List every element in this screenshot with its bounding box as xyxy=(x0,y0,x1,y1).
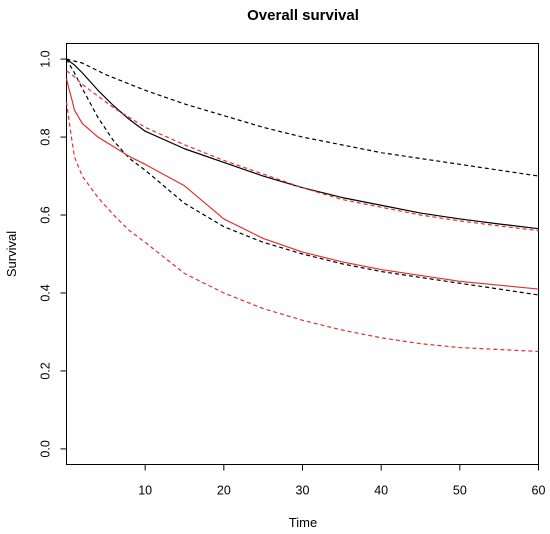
x-tick-label: 30 xyxy=(296,484,310,498)
y-tick-label: 0.4 xyxy=(39,284,53,301)
x-tick-label: 50 xyxy=(453,484,467,498)
y-tick-label: 0.8 xyxy=(39,128,53,145)
series-layer xyxy=(65,58,539,353)
y-axis-label: Survival xyxy=(4,231,19,277)
x-axis-label: Time xyxy=(289,515,317,530)
series-line-1 xyxy=(66,58,539,230)
y-tick-label: 0.2 xyxy=(39,362,53,379)
y-tick-label: 1.0 xyxy=(39,50,53,67)
y-axis: 0.0 0.2 0.4 0.6 0.8 1.0 xyxy=(39,50,67,458)
series-line-5 xyxy=(66,70,539,232)
x-tick-label: 20 xyxy=(217,484,231,498)
series-line-4 xyxy=(65,78,539,290)
x-tick-label: 40 xyxy=(374,484,388,498)
y-tick-label: 0.0 xyxy=(39,440,53,457)
x-tick-label: 10 xyxy=(138,484,152,498)
series-line-2 xyxy=(66,58,539,177)
series-line-6 xyxy=(65,101,539,353)
chart-title: Overall survival xyxy=(247,7,359,24)
x-tick-label: 60 xyxy=(532,484,546,498)
x-axis: 10 20 30 40 50 60 xyxy=(138,464,546,498)
y-tick-label: 0.6 xyxy=(39,206,53,223)
series-line-3 xyxy=(65,58,539,296)
